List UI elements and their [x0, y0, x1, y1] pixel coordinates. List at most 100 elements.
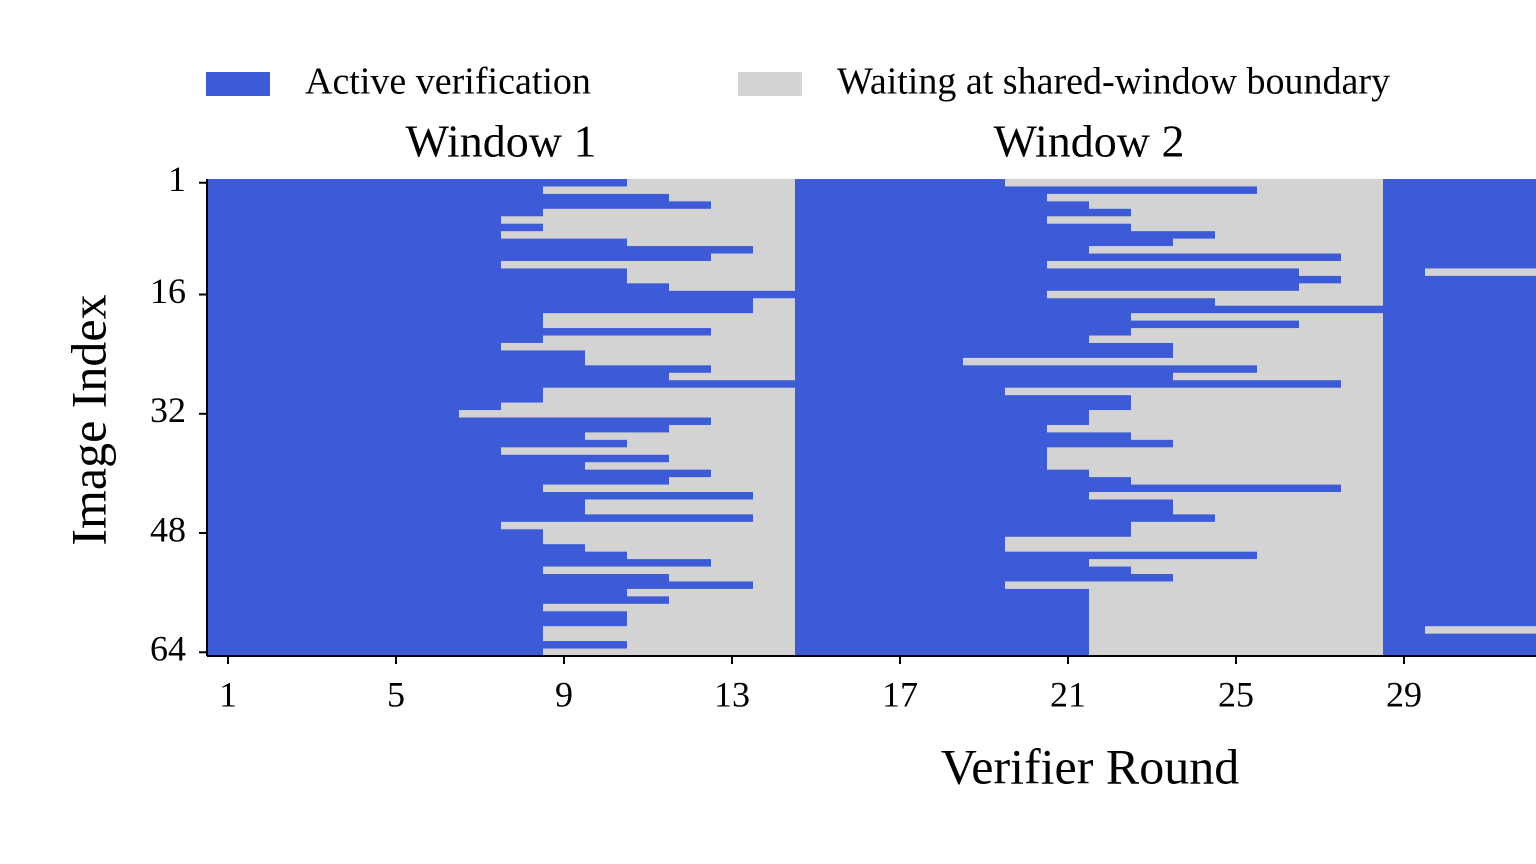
waiting-bar	[627, 611, 795, 620]
active-bar	[795, 447, 1047, 456]
x-tick-label: 9	[555, 674, 573, 714]
waiting-bar	[543, 395, 795, 403]
waiting-bar	[543, 648, 795, 657]
waiting-bar	[501, 216, 795, 225]
active-bar	[795, 313, 1131, 322]
active-bar	[795, 492, 1089, 500]
waiting-bar	[1299, 283, 1383, 292]
active-bar	[1383, 596, 1536, 605]
x-axis-title: Verifier Round	[941, 738, 1240, 794]
y-tick-label: 64	[150, 629, 186, 669]
waiting-bar	[1047, 193, 1383, 202]
active-bar	[1383, 439, 1536, 448]
waiting-bar	[1173, 238, 1383, 247]
active-bar	[795, 618, 1089, 627]
active-bar	[207, 506, 585, 515]
waiting-bar	[627, 238, 795, 247]
active-bar	[1383, 380, 1536, 389]
active-bar	[1383, 395, 1536, 403]
active-bar	[207, 641, 627, 649]
waiting-bar	[1089, 596, 1383, 605]
active-bar	[1383, 305, 1536, 314]
waiting-bar	[1341, 380, 1383, 389]
active-bar	[207, 260, 501, 269]
active-bar	[1383, 618, 1536, 627]
active-bar	[1383, 402, 1536, 411]
waiting-bar	[1131, 402, 1383, 411]
waiting-bar	[1089, 633, 1383, 642]
active-bar	[795, 328, 1131, 336]
x-tick-label: 17	[882, 674, 918, 714]
x-tick-label: 1	[219, 674, 237, 714]
active-bar	[795, 246, 1089, 254]
active-bar	[207, 208, 543, 217]
active-bar	[1383, 283, 1536, 292]
active-bar	[1383, 492, 1536, 500]
window-title: Window 1	[405, 116, 596, 167]
waiting-bar	[1173, 574, 1383, 582]
active-bar	[207, 253, 711, 262]
active-bar	[795, 588, 1089, 597]
active-bar	[1383, 506, 1536, 515]
waiting-bar	[585, 357, 795, 366]
active-bar	[1383, 387, 1536, 396]
active-bar	[1383, 462, 1536, 471]
active-bar	[795, 268, 1299, 277]
waiting-bar	[753, 492, 795, 500]
active-bar	[1383, 350, 1536, 359]
active-bar	[207, 313, 543, 322]
waiting-bar	[543, 484, 795, 493]
waiting-bar	[1299, 320, 1383, 329]
active-bar	[795, 536, 1005, 545]
active-bar	[207, 201, 711, 210]
active-bar	[207, 514, 753, 523]
waiting-bar	[585, 462, 795, 471]
active-bar	[207, 365, 711, 374]
waiting-bar	[1047, 424, 1383, 433]
waiting-bar	[1425, 626, 1536, 635]
active-bar	[207, 372, 669, 381]
waiting-bar	[1131, 432, 1383, 441]
active-bar	[207, 626, 543, 635]
waiting-bar	[1089, 335, 1383, 344]
active-bar	[795, 290, 1047, 299]
active-bar	[207, 283, 669, 292]
active-bar	[207, 477, 669, 485]
waiting-bar	[1089, 201, 1383, 210]
waiting-bar	[1089, 417, 1383, 426]
active-bar	[795, 633, 1089, 642]
active-bar	[207, 387, 543, 396]
waiting-bar	[669, 193, 795, 202]
active-bar	[207, 328, 711, 336]
waiting-bar	[501, 521, 795, 530]
waiting-bar	[1173, 342, 1383, 351]
waiting-bar	[669, 454, 795, 463]
waiting-bar	[1173, 439, 1383, 448]
active-bar	[795, 559, 1089, 567]
waiting-bar	[1215, 514, 1383, 523]
active-bar	[1383, 253, 1536, 262]
active-bar	[1383, 238, 1536, 247]
active-bar	[1383, 372, 1536, 381]
waiting-bar	[1173, 350, 1383, 359]
waiting-bar	[1215, 231, 1383, 240]
active-bar	[795, 521, 1131, 530]
active-bar	[207, 574, 669, 582]
active-bar	[1383, 410, 1536, 418]
waiting-bar	[1257, 365, 1383, 374]
waiting-bar	[669, 477, 795, 485]
waiting-bar	[543, 335, 795, 344]
waiting-bar	[1257, 186, 1383, 195]
active-bar	[1383, 313, 1536, 322]
active-bar	[795, 231, 1215, 240]
active-bar	[207, 305, 753, 314]
active-bar	[1383, 424, 1536, 433]
active-bar	[1383, 320, 1536, 329]
waiting-bar	[501, 402, 795, 411]
active-bar	[1383, 469, 1536, 478]
active-bar	[795, 275, 1341, 284]
active-bar	[207, 357, 585, 366]
active-bar	[795, 484, 1341, 493]
waiting-bar	[1173, 372, 1383, 381]
waiting-bar	[1089, 410, 1383, 418]
